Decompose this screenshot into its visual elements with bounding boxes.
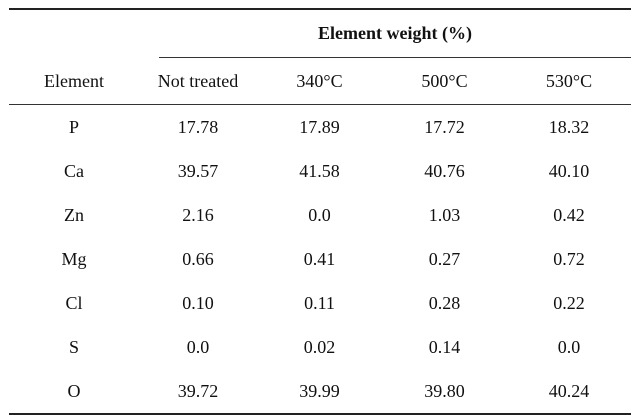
- element-cell: Ca: [64, 160, 84, 181]
- column-header-row: Element Not treated 340°C 500°C 530°C: [9, 58, 631, 104]
- element-cell: Cl: [65, 292, 83, 313]
- value-cell: 0.0: [186, 336, 210, 357]
- value-cell: 0.14: [428, 336, 461, 357]
- value-cell: 0.42: [553, 204, 585, 225]
- column-header-not-treated: Not treated: [157, 70, 239, 91]
- group-header-rule: [159, 57, 631, 58]
- value-cell: 0.22: [553, 292, 585, 313]
- value-cell: 0.66: [182, 248, 214, 269]
- value-cell: 17.72: [424, 116, 465, 137]
- value-cell: 40.24: [548, 380, 590, 401]
- value-cell: 2.16: [182, 204, 214, 225]
- value-cell: 0.28: [428, 292, 461, 313]
- column-header-element: Element: [44, 70, 104, 91]
- value-cell: 1.03: [428, 204, 461, 225]
- element-cell: Zn: [64, 204, 84, 225]
- value-cell: 17.89: [299, 116, 340, 137]
- element-cell: Mg: [61, 248, 87, 269]
- element-weight-table: Element weight (%) Element Not treated 3…: [9, 8, 631, 415]
- column-header-530c: 530°C: [545, 70, 593, 91]
- value-cell: 41.58: [299, 160, 340, 181]
- table-row: O 39.72 39.99 39.80 40.24: [9, 369, 631, 413]
- table-row: Mg 0.66 0.41 0.27 0.72: [9, 237, 631, 281]
- column-header-340c: 340°C: [296, 70, 343, 91]
- header-separator-rule: [9, 104, 631, 105]
- value-cell: 0.0: [557, 336, 581, 357]
- column-header-500c: 500°C: [421, 70, 468, 91]
- table-row: Cl 0.10 0.11 0.28 0.22: [9, 281, 631, 325]
- table-row: P 17.78 17.89 17.72 18.32: [9, 105, 631, 149]
- table-row: Zn 2.16 0.0 1.03 0.42: [9, 193, 631, 237]
- element-cell: S: [68, 336, 79, 357]
- table-row: Ca 39.57 41.58 40.76 40.10: [9, 149, 631, 193]
- value-cell: 40.76: [424, 160, 465, 181]
- value-cell: 39.72: [177, 380, 219, 401]
- value-cell: 40.10: [548, 160, 590, 181]
- table-top-rule: [9, 8, 631, 10]
- value-cell: 39.99: [299, 380, 340, 401]
- value-cell: 39.57: [177, 160, 219, 181]
- value-cell: 0.0: [308, 204, 331, 225]
- group-header-title: Element weight (%): [318, 23, 472, 43]
- value-cell: 18.32: [548, 116, 590, 137]
- element-cell: P: [68, 116, 79, 137]
- value-cell: 17.78: [177, 116, 219, 137]
- group-header-row: Element weight (%): [9, 10, 631, 57]
- value-cell: 0.11: [304, 292, 335, 313]
- value-cell: 0.72: [553, 248, 585, 269]
- table-row: S 0.0 0.02 0.14 0.0: [9, 325, 631, 369]
- value-cell: 0.02: [303, 336, 336, 357]
- element-cell: O: [67, 380, 81, 401]
- value-cell: 0.10: [182, 292, 214, 313]
- value-cell: 0.41: [303, 248, 336, 269]
- value-cell: 39.80: [424, 380, 465, 401]
- value-cell: 0.27: [428, 248, 461, 269]
